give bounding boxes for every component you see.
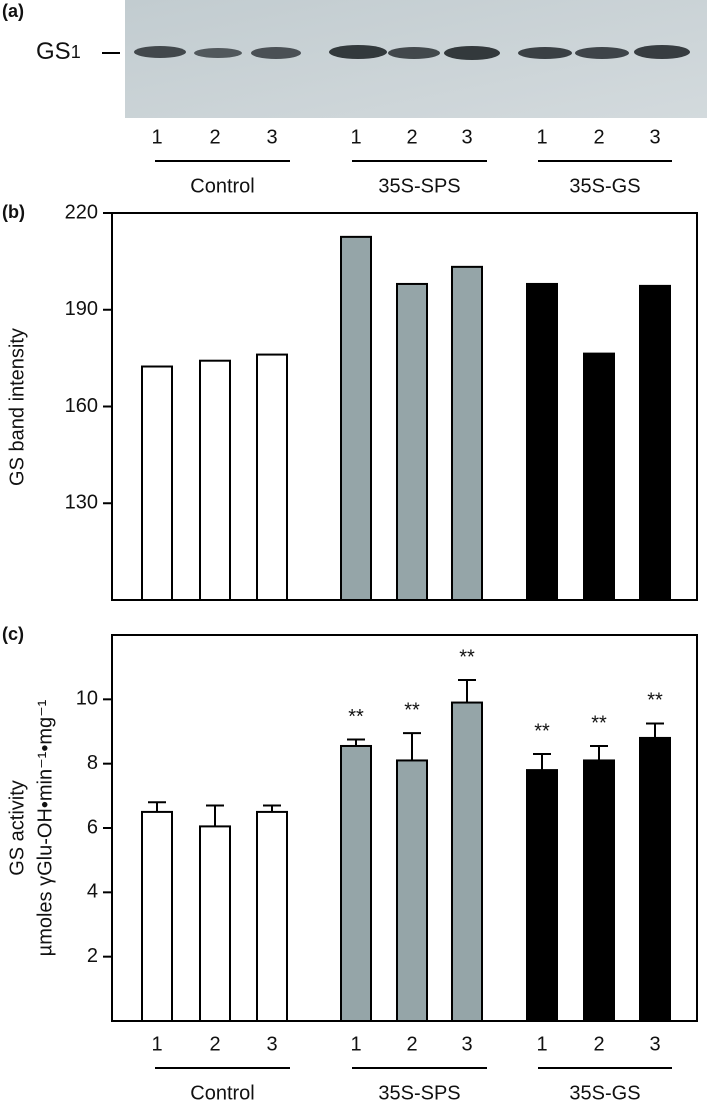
bar xyxy=(199,825,231,1022)
y-tick-label: 8 xyxy=(87,752,98,774)
y-tick-label: 10 xyxy=(76,688,98,710)
group-label: Control xyxy=(190,1082,254,1104)
band-label: GS1 xyxy=(36,38,81,65)
y-tick-label: 220 xyxy=(65,201,98,223)
error-bar xyxy=(263,804,281,812)
lane-label: 2 xyxy=(593,126,604,148)
lane-label: 2 xyxy=(593,1033,604,1055)
lane-label: 2 xyxy=(209,1033,220,1055)
y-tick-label: 2 xyxy=(87,945,98,967)
lane-label: 1 xyxy=(350,126,361,148)
significance-label: ** xyxy=(348,706,364,728)
error-bar xyxy=(206,804,224,827)
y-tick-label: 130 xyxy=(65,492,98,514)
y-axis-label: GS activity xyxy=(6,780,28,876)
bar xyxy=(396,759,428,1022)
bar xyxy=(141,365,173,602)
error-bar xyxy=(646,722,664,738)
significance-label: ** xyxy=(404,699,420,721)
significance-label: ** xyxy=(459,646,475,668)
error-bar xyxy=(148,801,166,812)
error-bar xyxy=(347,738,365,746)
bar xyxy=(256,353,288,602)
group-label: 35S-SPS xyxy=(378,175,460,197)
lane-label: 1 xyxy=(536,126,547,148)
blot-bands xyxy=(134,45,690,60)
bar xyxy=(639,736,671,1023)
group-label: 35S-GS xyxy=(569,1082,640,1104)
y-tick-label: 190 xyxy=(65,298,98,320)
lane-label: 3 xyxy=(266,1033,277,1055)
bar xyxy=(639,284,671,601)
y-tick-label: 6 xyxy=(87,816,98,838)
bar xyxy=(526,769,558,1022)
bar xyxy=(451,265,483,601)
lane-label: 3 xyxy=(649,126,660,148)
lane-label: 2 xyxy=(406,1033,417,1055)
band-subscript: 1 xyxy=(71,42,81,62)
group-label: 35S-SPS xyxy=(378,1082,460,1104)
y-tick-label: 160 xyxy=(65,395,98,417)
band-label-text: GS xyxy=(36,38,71,65)
y-tick-label: 4 xyxy=(87,881,98,903)
panel-label: (a) xyxy=(2,1,24,21)
panel-label: (c) xyxy=(2,624,24,644)
bar xyxy=(340,235,372,602)
blot-image xyxy=(125,0,707,118)
bar xyxy=(451,701,483,1022)
lane-label: 1 xyxy=(536,1033,547,1055)
bar xyxy=(199,359,231,601)
y-axis-label: µmoles γGlu-OH•min⁻¹•mg⁻¹ xyxy=(34,699,56,956)
significance-label: ** xyxy=(591,712,607,734)
bar xyxy=(583,759,615,1022)
lane-label: 1 xyxy=(151,126,162,148)
lane-label: 3 xyxy=(461,1033,472,1055)
error-bar xyxy=(458,679,476,703)
error-bar xyxy=(590,744,608,761)
bar xyxy=(526,282,558,601)
lane-label: 1 xyxy=(350,1033,361,1055)
bar xyxy=(340,744,372,1022)
panel-label: (b) xyxy=(2,202,25,222)
group-label: Control xyxy=(190,175,254,197)
bar xyxy=(583,352,615,601)
lane-label: 3 xyxy=(461,126,472,148)
lane-label: 2 xyxy=(406,126,417,148)
significance-label: ** xyxy=(534,720,550,742)
error-bar xyxy=(533,753,551,771)
bar xyxy=(256,810,288,1023)
bar xyxy=(141,810,173,1023)
group-label: 35S-GS xyxy=(569,175,640,197)
lane-label: 2 xyxy=(209,126,220,148)
bar xyxy=(396,282,428,601)
error-bar xyxy=(403,732,421,761)
lane-label: 1 xyxy=(151,1033,162,1055)
y-axis-label: GS band intensity xyxy=(6,328,28,486)
significance-label: ** xyxy=(647,690,663,712)
lane-label: 3 xyxy=(649,1033,660,1055)
lane-label: 3 xyxy=(266,126,277,148)
